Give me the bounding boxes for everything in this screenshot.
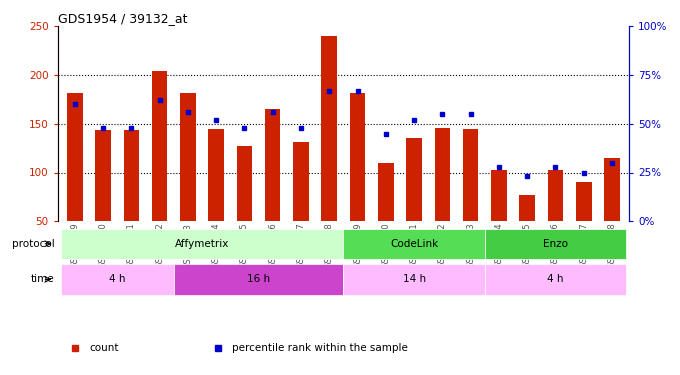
Bar [463,129,479,221]
Bar [208,129,224,221]
Bar [152,71,167,221]
Text: count: count [89,343,119,353]
Bar [61,264,173,295]
Bar [350,93,365,221]
Text: 16 h: 16 h [247,274,270,284]
Bar [180,93,196,221]
Bar [520,195,535,221]
Bar [95,130,111,221]
Bar [173,264,343,295]
Bar [605,158,619,221]
Text: CodeLink: CodeLink [390,239,438,249]
Bar [576,182,592,221]
Text: time: time [31,274,54,284]
Text: percentile rank within the sample: percentile rank within the sample [232,343,408,353]
Bar [547,170,563,221]
Text: 4 h: 4 h [547,274,564,284]
Bar [124,130,139,221]
Bar [61,228,343,259]
Bar [237,146,252,221]
Bar [293,142,309,221]
Bar [378,163,394,221]
Bar [67,93,82,221]
Bar [435,128,450,221]
Bar [343,264,485,295]
Bar [485,228,626,259]
Bar [322,36,337,221]
Text: Affymetrix: Affymetrix [175,239,229,249]
Text: 4 h: 4 h [109,274,125,284]
Text: protocol: protocol [12,239,54,249]
Text: 14 h: 14 h [403,274,426,284]
Text: Enzo: Enzo [543,239,568,249]
Bar [407,138,422,221]
Bar [265,109,280,221]
Bar [485,264,626,295]
Text: GDS1954 / 39132_at: GDS1954 / 39132_at [58,12,187,25]
Bar [491,170,507,221]
Bar [343,228,485,259]
